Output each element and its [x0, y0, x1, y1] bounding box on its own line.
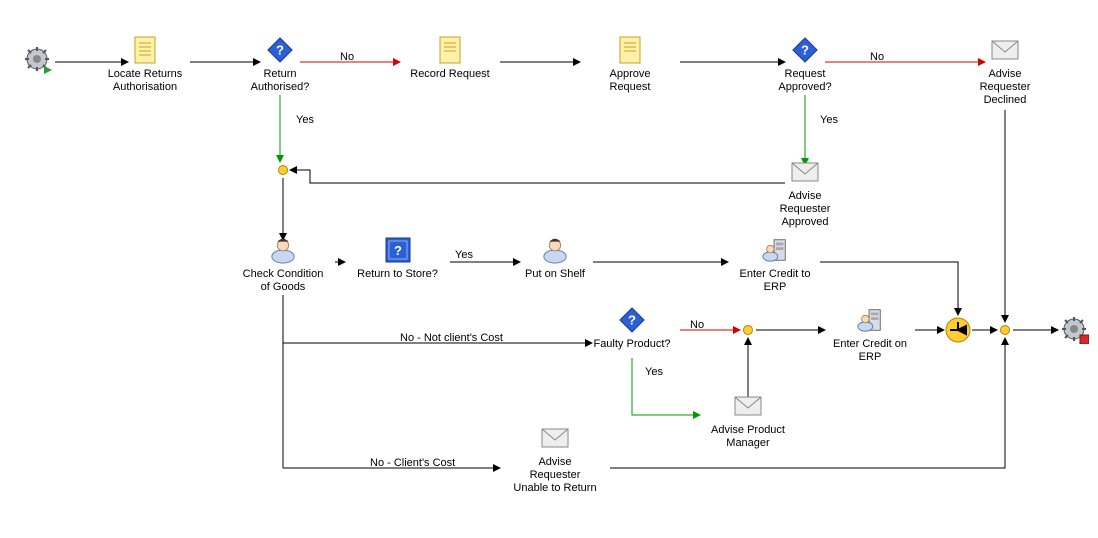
node-label: Put on Shelf	[525, 268, 585, 281]
person-icon	[541, 236, 569, 264]
svg-text:?: ?	[276, 43, 284, 58]
merge-point	[1000, 325, 1010, 335]
document-icon	[436, 36, 464, 64]
decision-square-icon: ?	[384, 236, 412, 264]
record-request: Record Request	[405, 36, 495, 81]
advise-unable-return: Advise Requester Unable to Return	[505, 424, 605, 496]
mail-icon	[991, 36, 1019, 64]
edge-label-no-not-client: No - Not client's Cost	[400, 332, 503, 344]
svg-text:?: ?	[628, 313, 636, 328]
svg-text:?: ?	[801, 43, 809, 58]
gateway-icon	[944, 316, 972, 344]
edge-label-no: No	[340, 51, 354, 63]
document-icon	[616, 36, 644, 64]
decision-icon: ?	[618, 306, 646, 334]
person-icon	[269, 236, 297, 264]
faulty-product-decision: ? Faulty Product?	[588, 306, 676, 351]
decision-icon: ?	[791, 36, 819, 64]
locate-returns-auth: Locate Returns Authorisation	[100, 36, 190, 94]
merge-point	[278, 165, 288, 175]
end-event	[1061, 316, 1089, 348]
check-condition: Check Condition of Goods	[235, 236, 331, 294]
return-to-store-decision: ? Return to Store?	[350, 236, 445, 281]
server-icon	[761, 236, 789, 264]
document-icon	[131, 36, 159, 64]
approve-request: Approve Request	[595, 36, 665, 94]
request-approved-decision: ? Request Approved?	[770, 36, 840, 94]
enter-credit-erp-1: Enter Credit to ERP	[730, 236, 820, 294]
flowchart-canvas: Locate Returns Authorisation ? Return Au…	[0, 0, 1098, 538]
merge-point	[743, 325, 753, 335]
mail-icon	[791, 158, 819, 186]
gear-end-icon	[1061, 316, 1089, 344]
decision-icon: ?	[266, 36, 294, 64]
start-event	[24, 46, 52, 78]
advise-declined: Advise Requester Declined	[970, 36, 1040, 108]
mail-icon	[541, 424, 569, 452]
node-label: Return Authorised?	[251, 68, 310, 94]
edge-label-no: No	[870, 51, 884, 63]
return-authorised-decision: ? Return Authorised?	[245, 36, 315, 94]
edge-label-yes: Yes	[820, 114, 838, 126]
gateway	[944, 316, 972, 348]
server-icon	[856, 306, 884, 334]
edge-label-yes: Yes	[455, 249, 473, 261]
node-label: Advise Requester Declined	[980, 68, 1031, 108]
gear-start-icon	[24, 46, 52, 74]
node-label: Request Approved?	[778, 68, 831, 94]
put-on-shelf: Put on Shelf	[520, 236, 590, 281]
node-label: Locate Returns Authorisation	[108, 68, 183, 94]
advise-approved: Advise Requester Approved	[770, 158, 840, 230]
node-label: Advise Requester Unable to Return	[513, 456, 596, 496]
node-label: Advise Requester Approved	[780, 190, 831, 230]
edge-label-yes: Yes	[296, 114, 314, 126]
svg-text:?: ?	[394, 243, 402, 258]
node-label: Advise Product Manager	[711, 424, 785, 450]
mail-icon	[734, 392, 762, 420]
node-label: Enter Credit on ERP	[833, 338, 907, 364]
node-label: Faulty Product?	[593, 338, 670, 351]
edge-label-yes: Yes	[645, 366, 663, 378]
node-label: Check Condition of Goods	[243, 268, 324, 294]
edge-label-no: No	[690, 319, 704, 331]
node-label: Record Request	[410, 68, 490, 81]
node-label: Return to Store?	[357, 268, 438, 281]
enter-credit-erp-2: Enter Credit on ERP	[825, 306, 915, 364]
advise-product-manager: Advise Product Manager	[703, 392, 793, 450]
node-label: Approve Request	[610, 68, 651, 94]
edge-label-no-client: No - Client's Cost	[370, 457, 455, 469]
node-label: Enter Credit to ERP	[740, 268, 811, 294]
